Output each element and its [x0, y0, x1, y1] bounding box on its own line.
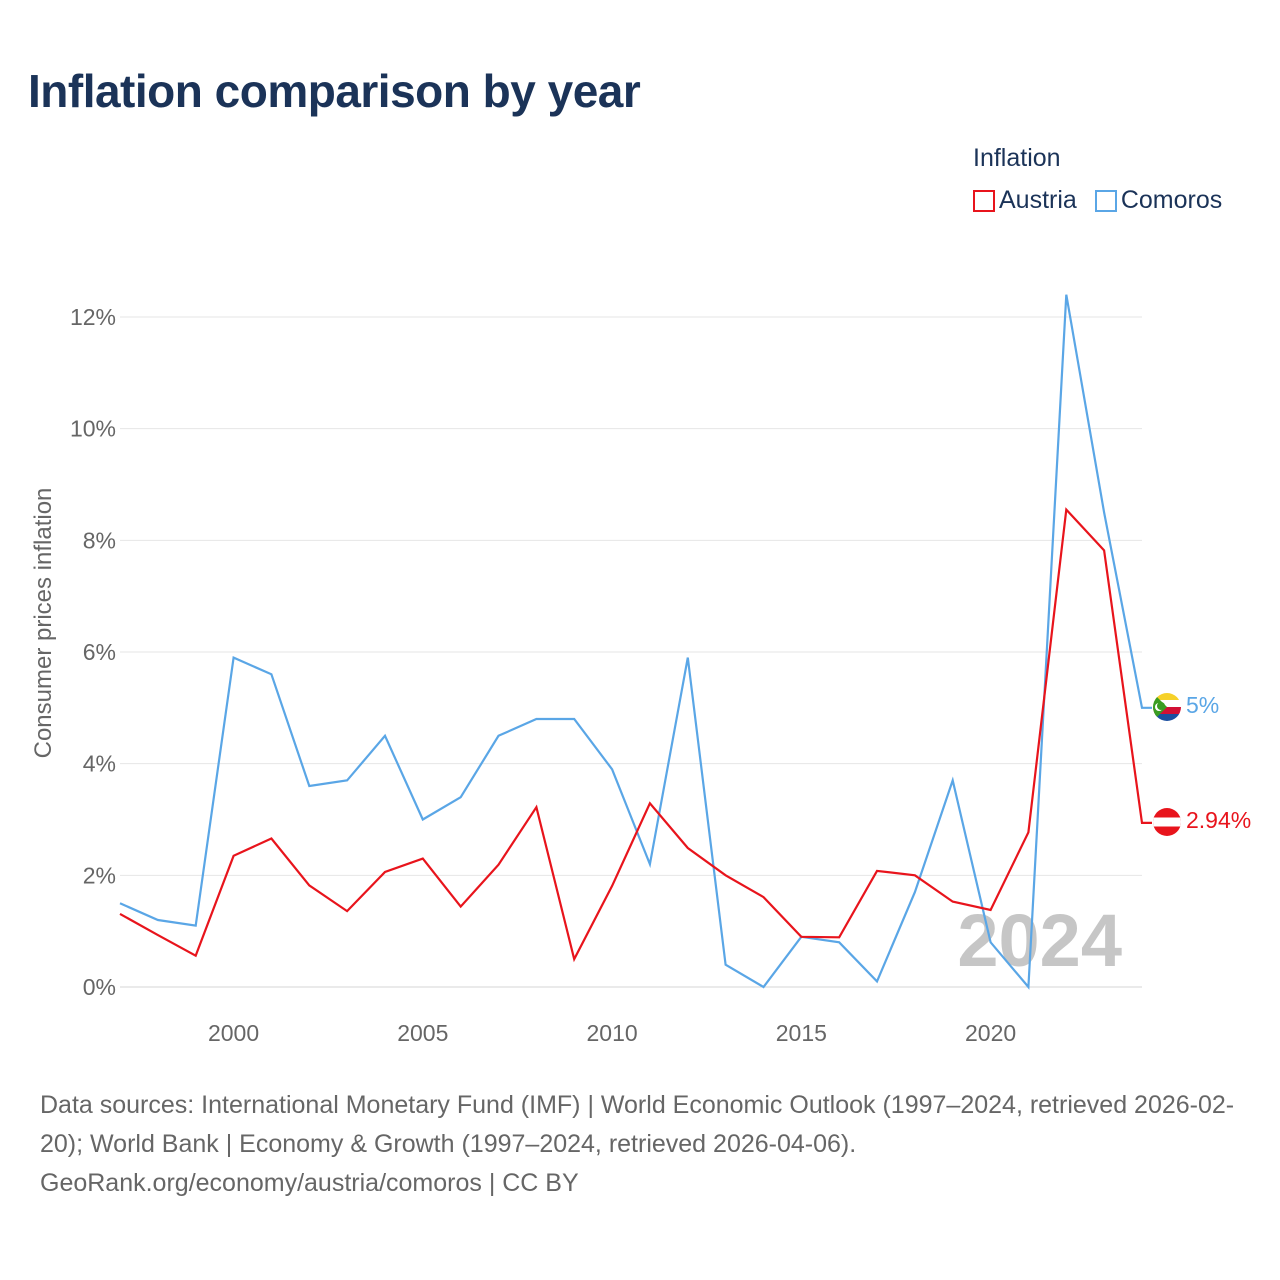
y-axis-ticks: 0% 2% 4% 6% 8% 10% 12%: [70, 304, 116, 1000]
source-note: Data sources: International Monetary Fun…: [40, 1086, 1250, 1203]
y-tick-label: 4%: [83, 751, 116, 777]
legend-label-austria: Austria: [999, 186, 1077, 214]
legend-swatch-comoros: [1094, 189, 1117, 212]
flag-austria-icon: [1153, 808, 1181, 836]
x-axis-ticks: 2000 2005 2010 2015 2020: [208, 1020, 1016, 1046]
y-tick-label: 6%: [83, 639, 116, 665]
end-label-comoros: 5%: [1186, 692, 1219, 718]
legend-item-comoros[interactable]: Comoros: [1094, 186, 1223, 215]
legend: Austria Comoros: [973, 186, 1222, 215]
legend-label-comoros: Comoros: [1120, 186, 1223, 214]
y-tick-label: 10%: [70, 416, 116, 442]
line-chart: 0% 2% 4% 6% 8% 10% 12% 2000 2005 2010 2015 2020 Co…: [30, 294, 1251, 1046]
x-tick-label: 2010: [586, 1020, 637, 1046]
series-lines: [119, 294, 1152, 990]
chart-title: Inflation comparison by year: [28, 65, 641, 117]
legend-title: Inflation: [973, 144, 1061, 172]
x-tick-label: 2000: [208, 1020, 259, 1046]
series-line-comoros[interactable]: [119, 294, 1152, 990]
end-label-austria: 2.94%: [1186, 807, 1251, 833]
source-text: Data sources: International Monetary Fun…: [40, 1091, 1235, 1158]
y-tick-label: 2%: [83, 862, 116, 888]
x-tick-label: 2005: [397, 1020, 448, 1046]
x-tick-label: 2015: [776, 1020, 827, 1046]
series-line-austria[interactable]: [119, 507, 1152, 963]
y-tick-label: 0%: [83, 974, 116, 1000]
grid-lines: [120, 316, 1142, 988]
flag-comoros-icon: [1153, 693, 1181, 721]
x-tick-label: 2020: [965, 1020, 1016, 1046]
year-watermark: 2024: [957, 899, 1122, 982]
legend-swatch-austria: [973, 189, 995, 212]
source-url[interactable]: GeoRank.org/economy/austria/comoros | CC…: [40, 1169, 579, 1197]
y-tick-label: 12%: [70, 304, 116, 330]
y-axis-label: Consumer prices inflation: [30, 488, 57, 759]
y-tick-label: 8%: [83, 527, 116, 553]
legend-item-austria[interactable]: Austria: [973, 186, 1077, 215]
